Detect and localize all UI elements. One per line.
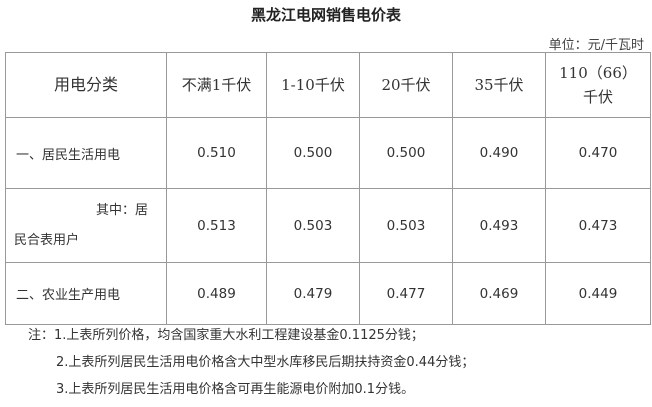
price-cell: 0.503 [359, 188, 453, 263]
page-title: 黑龙江电网销售电价表 [250, 6, 401, 24]
price-cell: 0.513 [166, 188, 267, 263]
note-1: 注：1.上表所列价格，均含国家重大水利工程建设基金0.1125分钱； [28, 328, 424, 343]
header-voltage: 20千伏 [359, 52, 453, 118]
price-cell: 0.470 [545, 117, 651, 189]
header-voltage: 1-10千伏 [266, 52, 360, 118]
price-cell: 0.500 [266, 117, 360, 189]
price-cell: 0.500 [359, 117, 453, 189]
price-cell: 0.503 [266, 188, 360, 263]
price-cell: 0.510 [166, 117, 267, 189]
header-voltage: 不满1千伏 [166, 52, 267, 118]
table-row: 一、居民生活用电 0.510 0.500 0.500 0.490 0.470 [5, 117, 651, 189]
header-voltage: 110（66）千伏 [545, 52, 651, 118]
header-row: 用电分类 不满1千伏 1-10千伏 20千伏 35千伏 110（66）千伏 [5, 52, 651, 118]
price-cell: 0.449 [545, 262, 651, 325]
note-3: 3.上表所列居民生活用电价格含可再生能源电价附加0.1分钱。 [56, 382, 415, 397]
unit-label: 单位：元/千瓦时 [548, 38, 644, 53]
price-cell: 0.477 [359, 262, 453, 325]
header-category: 用电分类 [5, 52, 167, 118]
note-2: 2.上表所列居民生活用电价格含大中型水库移民后期扶持资金0.44分钱； [56, 355, 475, 370]
notes: 注：1.上表所列价格，均含国家重大水利工程建设基金0.1125分钱； 2.上表所… [28, 322, 474, 403]
price-cell: 0.479 [266, 262, 360, 325]
table-row: 二、农业生产用电 0.489 0.479 0.477 0.469 0.449 [5, 262, 651, 325]
row-category: 一、居民生活用电 [5, 117, 167, 189]
price-cell: 0.473 [545, 188, 651, 263]
row-category: 二、农业生产用电 [5, 262, 167, 325]
price-cell: 0.493 [452, 188, 546, 263]
price-table: 用电分类 不满1千伏 1-10千伏 20千伏 35千伏 110（66）千伏 一、… [5, 52, 651, 325]
price-cell: 0.490 [452, 117, 546, 189]
price-cell: 0.469 [452, 262, 546, 325]
table-row: 其中：居民合表用户 0.513 0.503 0.503 0.493 0.473 [5, 188, 651, 263]
price-cell: 0.489 [166, 262, 267, 325]
row-category: 其中：居民合表用户 [5, 188, 167, 263]
header-voltage: 35千伏 [452, 52, 546, 118]
